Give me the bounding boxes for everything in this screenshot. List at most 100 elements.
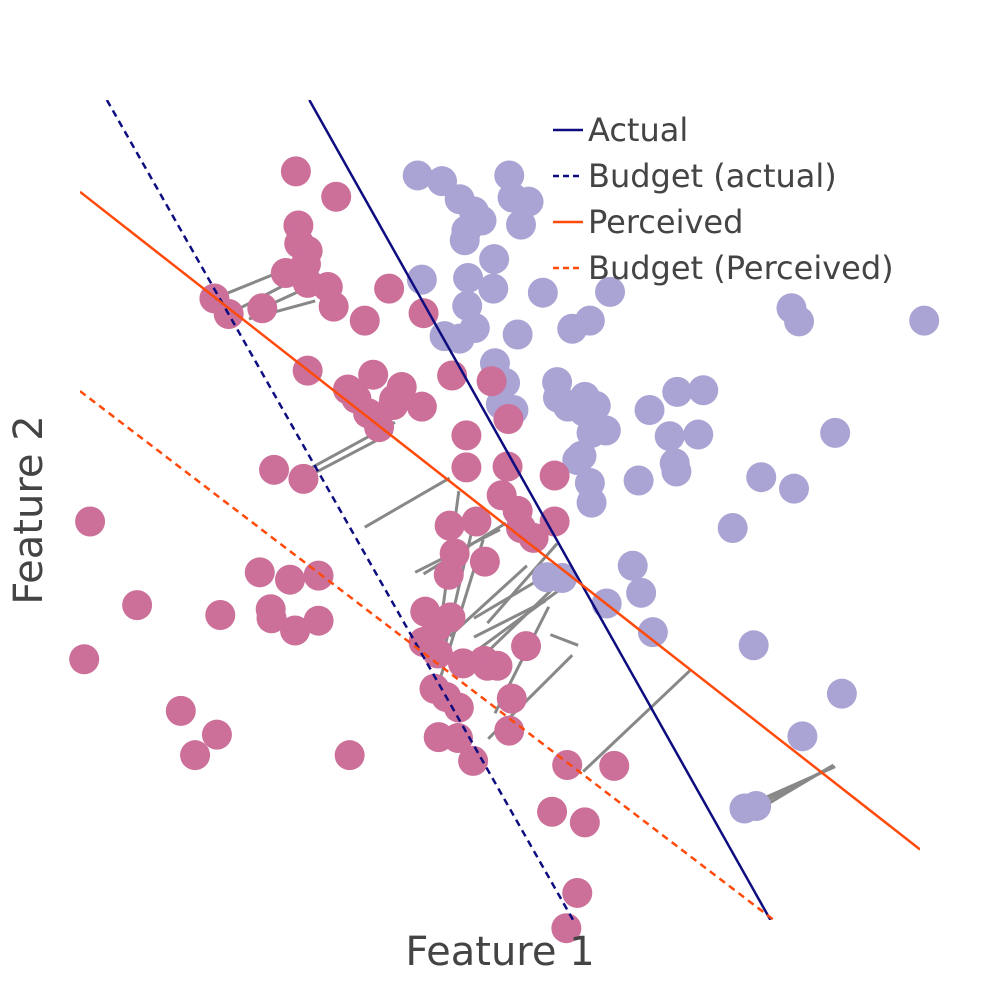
point-lavender-55 — [717, 513, 748, 544]
point-pink-46 — [303, 605, 334, 636]
point-lavender-64 — [787, 721, 818, 752]
point-lavender-22 — [557, 313, 588, 344]
point-pink-17 — [358, 359, 389, 390]
point-pink-49 — [122, 590, 153, 621]
point-pink-48 — [280, 615, 311, 646]
point-pink-45 — [303, 560, 334, 591]
point-pink-82 — [275, 564, 305, 595]
point-pink-10 — [408, 298, 439, 329]
point-pink-32 — [539, 460, 570, 491]
point-pink-72 — [458, 745, 489, 776]
point-pink-11 — [318, 291, 349, 322]
point-pink-41 — [469, 546, 500, 577]
point-pink-76 — [569, 807, 600, 838]
point-pink-80 — [69, 644, 100, 675]
point-lavender-13 — [453, 262, 484, 293]
legend-label-0: Actual — [588, 111, 688, 149]
point-lavender-61 — [637, 617, 668, 648]
point-pink-42 — [433, 559, 464, 590]
line-actual — [308, 100, 772, 920]
point-pink-77 — [562, 877, 593, 908]
point-pink-83 — [256, 603, 287, 634]
point-pink-63 — [443, 692, 474, 723]
connector-line-18 — [482, 578, 564, 658]
point-lavender-14 — [478, 273, 509, 304]
point-lavender-10 — [506, 209, 536, 240]
point-pink-29 — [451, 420, 482, 451]
legend-label-3: Budget (Perceived) — [588, 249, 894, 287]
point-pink-50 — [205, 599, 236, 630]
data-points — [69, 156, 940, 944]
point-pink-37 — [518, 522, 549, 553]
legend-label-2: Perceived — [588, 203, 743, 241]
point-lavender-35 — [553, 391, 584, 422]
point-lavender-34 — [580, 390, 611, 421]
point-lavender-38 — [688, 375, 719, 406]
point-pink-38 — [539, 506, 570, 537]
point-lavender-19 — [429, 321, 460, 352]
connector-line-7 — [364, 476, 451, 529]
point-lavender-9 — [513, 186, 544, 217]
point-pink-12 — [349, 305, 380, 336]
point-pink-24 — [386, 372, 417, 402]
point-lavender-53 — [746, 462, 777, 493]
legend-label-1: Budget (actual) — [588, 157, 837, 195]
line-perceived — [80, 190, 920, 851]
point-pink-6 — [321, 181, 352, 212]
point-pink-74 — [599, 750, 630, 781]
point-lavender-49 — [576, 487, 607, 518]
point-lavender-20 — [502, 319, 533, 350]
point-pink-39 — [434, 510, 465, 541]
point-pink-60 — [511, 631, 542, 662]
y-axis-label: Feature 2 — [6, 415, 52, 604]
point-lavender-43 — [654, 421, 685, 452]
point-pink-0 — [280, 156, 311, 187]
point-lavender-0 — [402, 160, 433, 191]
connector-line-21 — [549, 633, 579, 647]
point-pink-68 — [165, 695, 196, 726]
legend: Actual Budget (actual) Perceived Budget (Pe… — [553, 111, 894, 287]
point-pink-81 — [244, 557, 275, 588]
point-pink-67 — [494, 715, 525, 746]
point-pink-22 — [341, 383, 372, 414]
point-pink-30 — [451, 452, 482, 483]
line-budget-perceived — [80, 390, 775, 920]
point-pink-59 — [482, 650, 513, 681]
point-pink-55 — [422, 638, 453, 669]
point-lavender-56 — [617, 550, 648, 581]
point-lavender-11 — [479, 244, 510, 275]
point-lavender-50 — [623, 465, 654, 496]
point-lavender-52 — [659, 448, 690, 479]
point-pink-70 — [201, 719, 232, 750]
point-lavender-59 — [532, 562, 563, 593]
point-pink-79 — [75, 506, 106, 537]
point-lavender-6 — [449, 225, 480, 256]
point-pink-71 — [334, 740, 365, 771]
point-pink-44 — [288, 463, 319, 494]
point-pink-66 — [496, 683, 527, 714]
point-lavender-63 — [826, 678, 857, 709]
point-pink-28 — [493, 403, 524, 434]
point-pink-25 — [406, 391, 437, 422]
point-lavender-47 — [562, 444, 593, 475]
point-pink-31 — [492, 451, 523, 482]
point-pink-69 — [180, 740, 211, 771]
point-lavender-36 — [634, 394, 665, 425]
point-lavender-26 — [909, 305, 940, 336]
point-pink-78 — [551, 913, 582, 944]
point-pink-9 — [374, 273, 405, 304]
point-pink-43 — [259, 454, 290, 485]
point-lavender-66 — [741, 791, 772, 822]
point-lavender-54 — [779, 473, 809, 504]
point-lavender-15 — [527, 277, 558, 308]
line-budget-actual — [105, 100, 575, 920]
point-lavender-23 — [595, 276, 626, 307]
connector-line-22 — [582, 669, 691, 773]
point-lavender-25 — [784, 306, 815, 337]
point-pink-35 — [461, 506, 492, 537]
point-pink-53 — [435, 602, 466, 633]
point-pink-75 — [537, 796, 568, 827]
point-lavender-62 — [738, 630, 769, 661]
point-lavender-37 — [662, 376, 693, 407]
